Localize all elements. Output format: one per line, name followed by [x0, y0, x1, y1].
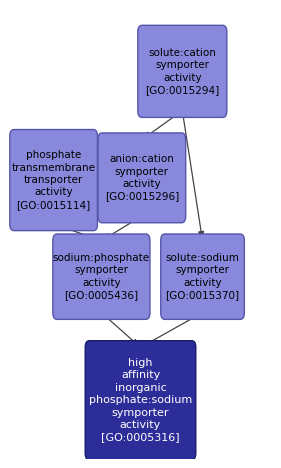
- FancyBboxPatch shape: [85, 341, 196, 460]
- Text: anion:cation
symporter
activity
[GO:0015296]: anion:cation symporter activity [GO:0015…: [105, 154, 179, 201]
- FancyBboxPatch shape: [53, 234, 150, 319]
- Text: phosphate
transmembrane
transporter
activity
[GO:0015114]: phosphate transmembrane transporter acti…: [12, 150, 96, 210]
- FancyBboxPatch shape: [138, 25, 227, 117]
- FancyBboxPatch shape: [98, 133, 186, 223]
- FancyBboxPatch shape: [161, 234, 244, 319]
- Text: high
affinity
inorganic
phosphate:sodium
symporter
activity
[GO:0005316]: high affinity inorganic phosphate:sodium…: [89, 358, 192, 442]
- Text: solute:cation
symporter
activity
[GO:0015294]: solute:cation symporter activity [GO:001…: [145, 48, 219, 95]
- FancyBboxPatch shape: [10, 130, 98, 231]
- Text: sodium:phosphate
symporter
activity
[GO:0005436]: sodium:phosphate symporter activity [GO:…: [53, 253, 150, 300]
- Text: solute:sodium
symporter
activity
[GO:0015370]: solute:sodium symporter activity [GO:001…: [166, 253, 240, 300]
